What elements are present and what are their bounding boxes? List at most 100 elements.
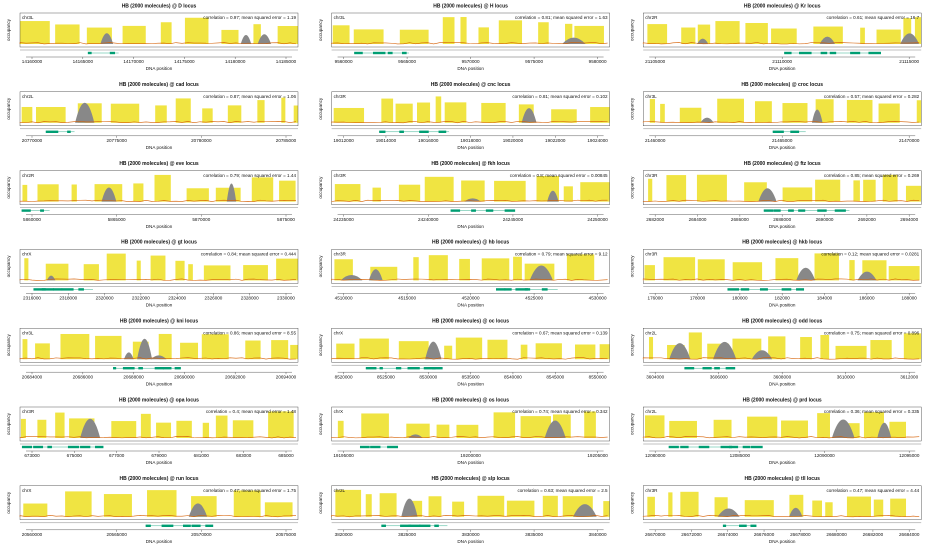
gene-exon bbox=[759, 288, 768, 291]
x-tick-label: 3830000 bbox=[462, 532, 480, 537]
x-tick-label: 19024000 bbox=[587, 138, 608, 143]
region bbox=[649, 99, 656, 123]
x-tick-label: 679000 bbox=[151, 453, 167, 458]
occupancy-peak bbox=[811, 109, 823, 123]
x-tick-label: 12080000 bbox=[645, 453, 666, 458]
region bbox=[160, 22, 172, 44]
stats-label: correlation = 0.36; mean squared error =… bbox=[824, 409, 920, 414]
gene-exon bbox=[174, 367, 181, 370]
y-axis-label: occupancy bbox=[6, 176, 11, 199]
region bbox=[395, 103, 413, 123]
region bbox=[21, 106, 33, 123]
x-tick-label: 20575000 bbox=[276, 532, 297, 537]
prediction-line bbox=[331, 42, 608, 45]
region bbox=[110, 103, 140, 123]
x-tick-label: 19195000 bbox=[333, 453, 354, 458]
panel-title: HB (2000 molecules) @ oc locus bbox=[432, 319, 509, 325]
region bbox=[713, 419, 732, 438]
x-tick-label: 9580000 bbox=[589, 59, 607, 64]
x-tick-label: 188000 bbox=[902, 296, 918, 301]
region bbox=[506, 500, 535, 517]
region bbox=[647, 496, 655, 517]
x-tick-label: 685000 bbox=[278, 453, 294, 458]
x-tick-label: 677000 bbox=[109, 453, 125, 458]
region bbox=[452, 501, 465, 517]
gene-exon bbox=[750, 524, 757, 527]
y-axis-label: occupancy bbox=[318, 255, 323, 278]
stats-label: correlation = 0.4; mean squared error = … bbox=[206, 409, 297, 414]
region bbox=[372, 187, 381, 202]
region bbox=[279, 180, 296, 202]
region bbox=[782, 103, 808, 123]
stats-label: correlation = 0.81; mean squared error =… bbox=[515, 15, 608, 20]
region bbox=[155, 105, 167, 123]
x-tick-label: 3820000 bbox=[335, 532, 353, 537]
prediction-line bbox=[642, 42, 920, 45]
chrom-label: chr3L bbox=[334, 15, 346, 20]
gene-exon bbox=[87, 51, 92, 55]
x-tick-label: 2326000 bbox=[204, 296, 222, 301]
x-tick-label: 2316000 bbox=[23, 296, 41, 301]
x-tick-label: 4530000 bbox=[589, 296, 607, 301]
x-tick-label: 8535000 bbox=[462, 374, 480, 379]
region bbox=[276, 258, 298, 281]
chrom-label: chrX bbox=[334, 409, 343, 414]
x-tick-label: 8550000 bbox=[589, 374, 607, 379]
region bbox=[745, 23, 768, 44]
x-tick-label: 19200000 bbox=[460, 453, 481, 458]
gene-exon bbox=[67, 130, 71, 133]
gene-exon bbox=[354, 51, 363, 55]
region bbox=[732, 262, 763, 281]
prediction-line bbox=[19, 436, 297, 439]
region bbox=[456, 424, 479, 438]
gene-exon bbox=[161, 524, 174, 527]
x-tick-label: 5875000 bbox=[277, 217, 295, 222]
region bbox=[781, 420, 808, 438]
x-axis-label: DNA position bbox=[146, 381, 173, 386]
panel-title: HB (2000 molecules) @ hkb locus bbox=[742, 240, 822, 246]
occupancy-peak bbox=[697, 38, 709, 44]
region bbox=[882, 174, 898, 202]
x-tick-label: 19205000 bbox=[587, 453, 608, 458]
region bbox=[771, 28, 797, 44]
region bbox=[444, 102, 467, 123]
prediction-line bbox=[642, 121, 920, 124]
region bbox=[201, 334, 229, 360]
region bbox=[20, 21, 50, 44]
x-tick-label: 4520000 bbox=[462, 296, 480, 301]
gene-exon bbox=[191, 524, 201, 527]
gene-exon bbox=[33, 288, 46, 291]
region bbox=[520, 416, 551, 438]
gene-exon bbox=[727, 288, 740, 291]
prediction-line bbox=[642, 515, 920, 518]
gene-exon bbox=[399, 130, 404, 133]
occupancy-peak bbox=[544, 420, 566, 438]
y-axis-label: occupancy bbox=[6, 412, 11, 435]
occupancy-peak bbox=[700, 117, 714, 123]
x-tick-label: 3610000 bbox=[837, 374, 855, 379]
region bbox=[111, 421, 137, 438]
gene-exon bbox=[387, 51, 393, 55]
x-tick-label: 26672000 bbox=[681, 532, 702, 537]
region bbox=[459, 258, 470, 281]
region bbox=[644, 265, 655, 281]
gene-exon bbox=[515, 288, 529, 291]
panel-title: HB (2000 molecules) @ D locus bbox=[122, 3, 197, 9]
occupancy-peak bbox=[547, 190, 559, 202]
x-tick-label: 4525000 bbox=[525, 296, 543, 301]
region bbox=[814, 253, 839, 281]
gene-exon bbox=[381, 524, 386, 527]
plot-frame bbox=[19, 170, 299, 205]
x-tick-label: 14175000 bbox=[174, 59, 195, 64]
gene-exon bbox=[400, 524, 412, 527]
gene-exon bbox=[471, 209, 476, 212]
region bbox=[715, 21, 740, 44]
x-tick-label: 19016000 bbox=[418, 138, 439, 143]
stats-label: correlation = 0.81; mean squared error =… bbox=[512, 94, 608, 99]
plot-frame bbox=[331, 170, 610, 205]
gene-exon bbox=[684, 367, 695, 370]
y-axis-label: occupancy bbox=[6, 491, 11, 514]
prediction-line bbox=[331, 357, 608, 360]
x-tick-label: 9570000 bbox=[462, 59, 480, 64]
region bbox=[442, 17, 455, 44]
